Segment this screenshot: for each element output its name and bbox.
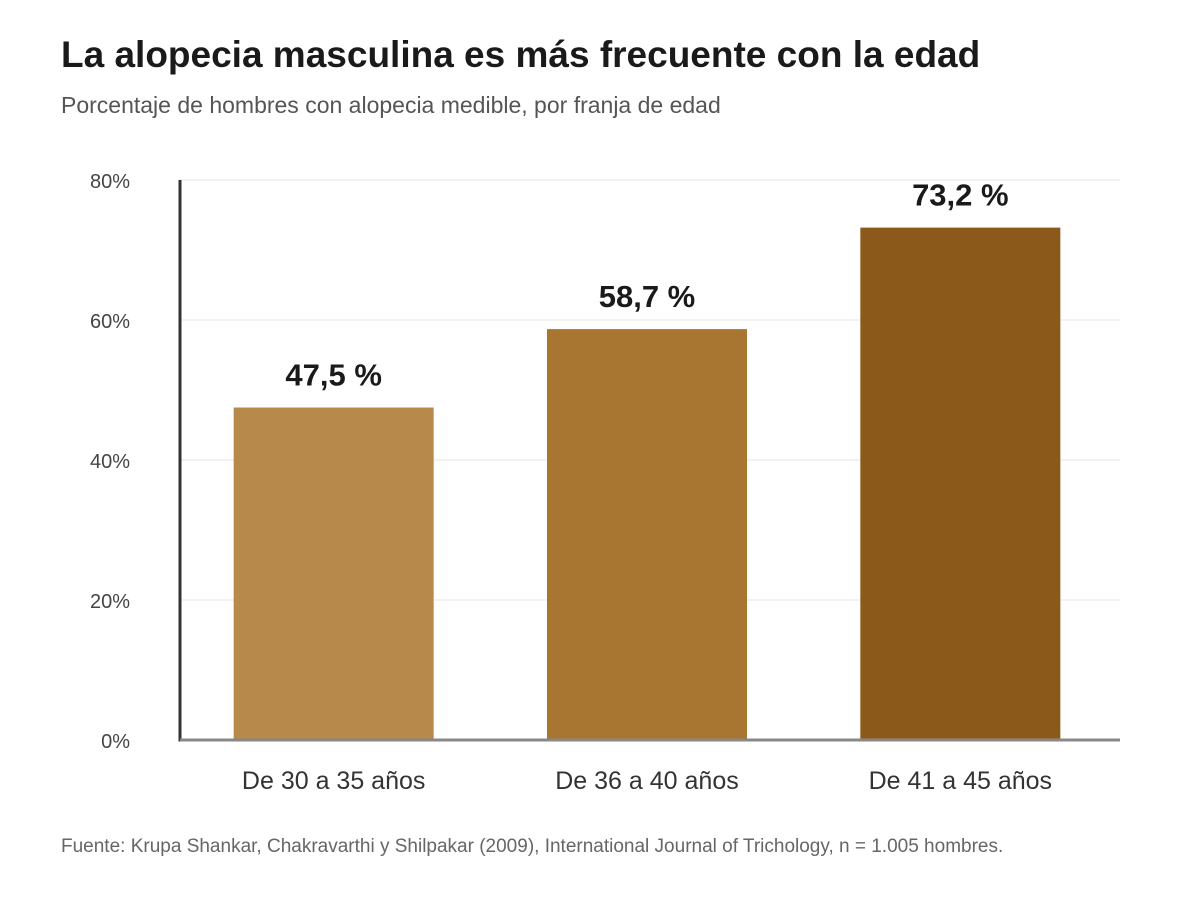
y-tick-label: 80%	[90, 171, 130, 193]
y-tick-label: 0%	[101, 731, 130, 753]
y-tick-label: 20%	[90, 591, 130, 613]
bar	[860, 227, 1061, 741]
data-label: 47,5 %	[285, 358, 382, 393]
y-tick-label: 40%	[90, 451, 130, 473]
data-label: 73,2 %	[912, 178, 1009, 213]
x-tick-label: De 41 a 45 años	[869, 767, 1052, 795]
bar	[547, 329, 747, 740]
chart-title: La alopecia masculina es más frecuente c…	[61, 34, 981, 75]
x-tick-label: De 36 a 40 años	[555, 767, 738, 795]
bar	[233, 407, 434, 740]
y-tick-label: 60%	[90, 311, 130, 333]
source-note: Fuente: Krupa Shankar, Chakravarthi y Sh…	[61, 836, 1004, 857]
data-label: 58,7 %	[599, 279, 696, 314]
chart-subtitle: Porcentaje de hombres con alopecia medib…	[61, 92, 721, 118]
x-tick-label: De 30 a 35 años	[242, 767, 425, 795]
